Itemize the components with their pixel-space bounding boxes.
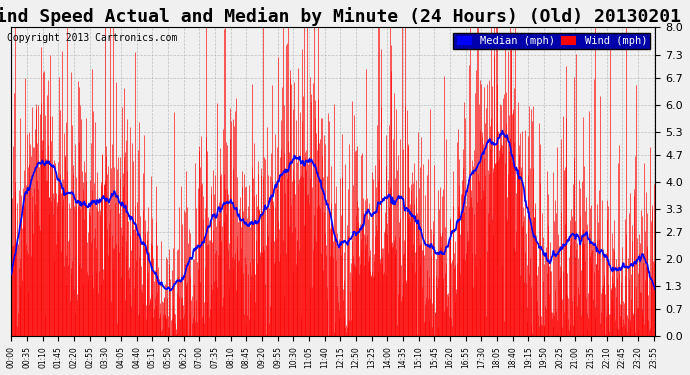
Legend: Median (mph), Wind (mph): Median (mph), Wind (mph): [453, 33, 650, 49]
Title: Wind Speed Actual and Median by Minute (24 Hours) (Old) 20130201: Wind Speed Actual and Median by Minute (…: [0, 7, 682, 26]
Text: Copyright 2013 Cartronics.com: Copyright 2013 Cartronics.com: [7, 33, 177, 43]
